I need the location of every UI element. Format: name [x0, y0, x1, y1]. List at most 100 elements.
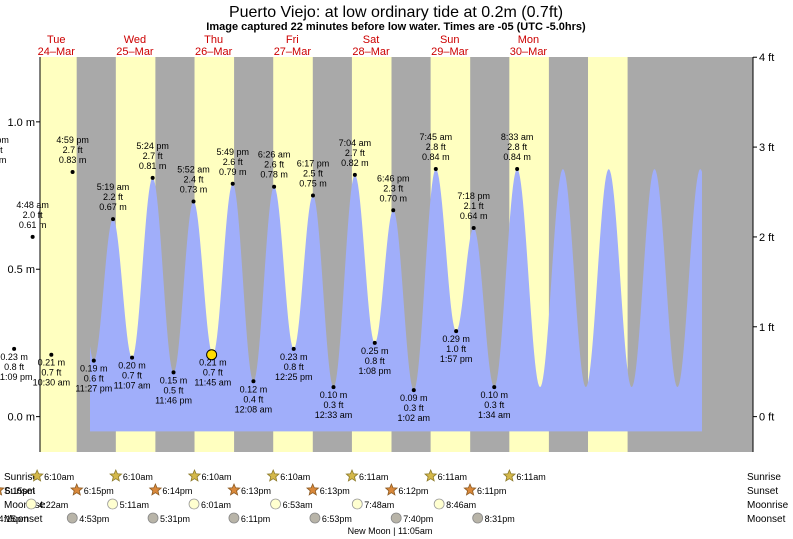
tide-point-low — [171, 370, 176, 375]
day-label-date: 24–Mar — [38, 46, 76, 58]
tide-label: 2.4 ft — [184, 174, 205, 184]
tide-label: 4:48 am — [16, 200, 49, 210]
tide-label: 0.8 ft — [4, 362, 25, 372]
day-label-dow: Thu — [204, 34, 223, 46]
tide-point-high — [391, 208, 396, 213]
tide-label: 11:07 am — [114, 381, 151, 391]
y-tick-label-ft: 1 ft — [759, 322, 774, 334]
y-tick-label-ft: 4 ft — [759, 52, 774, 64]
day-label-dow: Tue — [47, 34, 66, 46]
tide-label: 0.70 m — [379, 193, 407, 203]
sunset-icon — [384, 482, 399, 496]
moonset-time: 5:31pm — [160, 514, 190, 524]
tide-label: 0.79 m — [219, 167, 247, 177]
tide-label: 0.67 m — [99, 202, 127, 212]
y-tick-label-m: 0.0 m — [7, 412, 35, 424]
sunrise-icon — [30, 468, 44, 482]
sunrise-icon — [187, 468, 202, 482]
tide-label: 7:18 pm — [457, 191, 490, 201]
moonrise-icon — [433, 498, 445, 510]
y-tick-label-m: 0.5 m — [7, 264, 35, 276]
tide-label: 2.7 ft — [0, 145, 3, 155]
sunrise-icon — [502, 468, 517, 482]
tide-label: 0.21 m — [38, 358, 66, 368]
tide-label: 0.5 ft — [164, 385, 185, 395]
tide-label: 1.0 ft — [446, 344, 467, 354]
tide-label: 4:35 pm — [0, 135, 9, 145]
day-label-dow: Fri — [286, 34, 299, 46]
tide-label: 2.8 ft — [426, 142, 447, 152]
tide-label: 5:52 am — [177, 164, 210, 174]
tide-label: 1:08 pm — [359, 366, 392, 376]
day-label-date: 25–Mar — [116, 46, 154, 58]
tide-point-low — [130, 355, 135, 360]
sunrise-time: 6:11am — [359, 472, 388, 482]
tide-label: 2.1 ft — [464, 201, 485, 211]
tide-label: 0.84 m — [503, 152, 531, 162]
tide-label: 0.78 m — [260, 170, 288, 180]
moonrise-time: 5:11am — [120, 500, 149, 510]
moonrise-time: 6:53am — [283, 500, 313, 510]
day-label-date: 28–Mar — [352, 46, 390, 58]
sunset-time: 6:11pm — [477, 486, 506, 496]
moonset-icon — [390, 512, 402, 524]
day-label-dow: Sat — [363, 34, 380, 46]
tide-label: 0.3 ft — [404, 403, 425, 413]
tide-label: 0.3 ft — [484, 400, 505, 410]
moonrise-icon — [107, 498, 118, 510]
moonrise-row-label-right: Moonrise — [747, 500, 789, 511]
tide-label: 5:19 am — [97, 182, 130, 192]
moonrise-icon — [25, 498, 37, 510]
day-label-dow: Sun — [440, 34, 460, 46]
day-labels: Sun22–MarMon23–MarTue24–MarWed25–MarThu2… — [38, 34, 548, 58]
moonrise-row-label-left: Moonrise — [4, 500, 46, 511]
tide-label: 0.10 m — [480, 390, 508, 400]
tide-label: 0.25 m — [361, 346, 389, 356]
tide-label: 0.64 m — [460, 211, 488, 221]
tide-label: 0.7 ft — [41, 368, 62, 378]
tide-point-low — [492, 385, 497, 390]
sunset-row-label-left: Sunset — [4, 486, 35, 497]
tide-label: 0.12 m — [240, 384, 268, 394]
sunset-time: 6:13pm — [241, 486, 271, 496]
tide-label: 0.84 m — [422, 152, 450, 162]
tide-point-low — [251, 379, 256, 384]
tide-label: 0.8 ft — [365, 356, 386, 366]
day-label-date: 27–Mar — [274, 46, 312, 58]
sunrise-row-label-right: Sunrise — [747, 472, 781, 483]
day-label-date: 29–Mar — [431, 46, 469, 58]
tide-label: 0.7 ft — [203, 368, 224, 378]
sunrise-time: 6:10am — [280, 472, 310, 482]
tide-label: 2.0 ft — [23, 210, 44, 220]
tide-point-high — [150, 175, 155, 180]
sunset-icon — [463, 482, 477, 496]
sunset-row-label-right: Sunset — [747, 486, 778, 497]
tide-point-high — [191, 199, 196, 204]
day-label-date: 30–Mar — [510, 46, 548, 58]
tide-label: 1:02 am — [398, 413, 431, 423]
moonrise-icon — [270, 498, 281, 510]
sunrise-icon — [345, 468, 359, 482]
moonrise-time: 7:48am — [364, 500, 394, 510]
tide-label: 2.6 ft — [223, 157, 244, 167]
tide-point-low — [291, 346, 296, 351]
tide-label: 0.7 ft — [122, 371, 143, 381]
tide-label: 6:46 pm — [377, 173, 410, 183]
y-tick-label-ft: 3 ft — [759, 142, 774, 154]
tide-label: 0.82 m — [341, 158, 369, 168]
tide-point-high — [352, 172, 357, 177]
sunset-icon — [227, 482, 241, 496]
tide-label: 11:09 pm — [0, 372, 33, 382]
tide-label: 2.5 ft — [303, 169, 324, 179]
sunset-time: 6:12pm — [398, 486, 428, 496]
moonset-icon — [228, 512, 240, 524]
day-label-dow: Wed — [124, 34, 146, 46]
tide-label: 0.3 ft — [323, 400, 344, 410]
moonrise-time: 8:46am — [446, 500, 476, 510]
tide-label: 2.7 ft — [143, 151, 164, 161]
y-tick-label-ft: 2 ft — [759, 232, 774, 244]
current-time-marker — [206, 349, 218, 361]
tide-label: 0.61 m — [19, 220, 47, 230]
tide-point-high — [471, 225, 476, 230]
